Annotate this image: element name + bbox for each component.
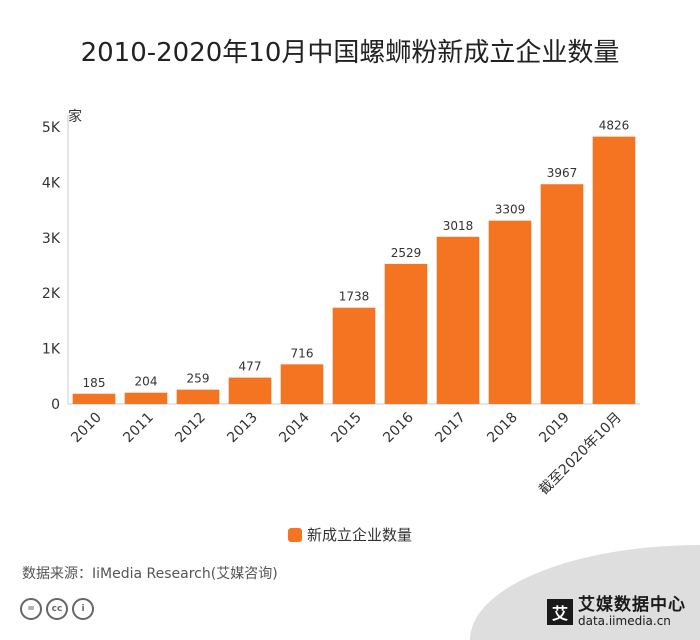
bar-chart: 0 1K 2K 3K 4K 5K 家 185 2010 204 2011 259 2012 477 2013…: [42, 108, 640, 498]
data-label: 716: [291, 346, 314, 360]
x-tick-label: 2016: [380, 409, 417, 446]
bar: [488, 220, 532, 404]
x-tick-label: 2012: [172, 410, 209, 447]
cc-icon: cc: [46, 598, 68, 620]
bar: [176, 389, 220, 404]
y-tick-label: 2K: [42, 286, 61, 302]
brand-url: data.iimedia.cn: [578, 613, 671, 628]
cc-by-icon: i: [72, 598, 94, 620]
x-tick-label: 2018: [484, 410, 521, 447]
y-tick-label: 4K: [42, 175, 61, 191]
bar: [384, 263, 428, 404]
bar: [72, 393, 116, 404]
bar: [124, 392, 168, 404]
x-tick-label: 2017: [432, 410, 469, 447]
data-label: 259: [187, 372, 210, 386]
x-tick-label: 2014: [276, 409, 313, 446]
y-tick-label: 5K: [42, 120, 61, 136]
data-label: 1738: [339, 290, 370, 304]
cc-nd-icon: =: [20, 598, 42, 620]
x-tick-label: 2010: [68, 410, 105, 447]
y-tick-label: 1K: [42, 342, 61, 358]
data-label: 204: [135, 375, 158, 389]
brand-logo-icon: 艾: [547, 599, 573, 626]
source-note: 数据来源：IiMedia Research(艾媒咨询): [22, 566, 278, 582]
data-label: 477: [239, 360, 262, 374]
data-label: 3018: [443, 219, 474, 233]
bar: [280, 364, 324, 404]
x-tick-label: 2015: [328, 410, 365, 447]
bar: [540, 184, 584, 404]
x-tick-label: 2011: [120, 410, 157, 447]
x-tick-label: 2019: [536, 410, 573, 447]
legend: 新成立企业数量: [0, 524, 700, 545]
data-label: 2529: [391, 246, 422, 260]
y-axis-unit-label: 家: [68, 108, 82, 125]
y-tick-label: 3K: [42, 231, 61, 247]
legend-swatch: [287, 528, 302, 542]
data-label: 3309: [495, 203, 526, 217]
bar: [592, 136, 636, 405]
brand-name: 艾媒数据中心: [578, 595, 686, 615]
y-tick-label: 0: [51, 397, 60, 413]
brand-logo: 艾 艾媒数据中心 data.iimedia.cn: [547, 595, 686, 628]
cc-license-icons: = cc i: [20, 598, 94, 620]
bar: [332, 307, 376, 404]
bar: [436, 236, 480, 404]
chart-title: 2010-2020年10月中国螺蛳粉新成立企业数量: [80, 38, 620, 68]
legend-label: 新成立企业数量: [306, 526, 412, 544]
data-label: 4826: [599, 119, 630, 133]
x-tick-label: 2013: [224, 410, 261, 447]
data-label: 185: [83, 376, 106, 390]
bar: [228, 377, 272, 404]
data-label: 3967: [547, 166, 578, 180]
